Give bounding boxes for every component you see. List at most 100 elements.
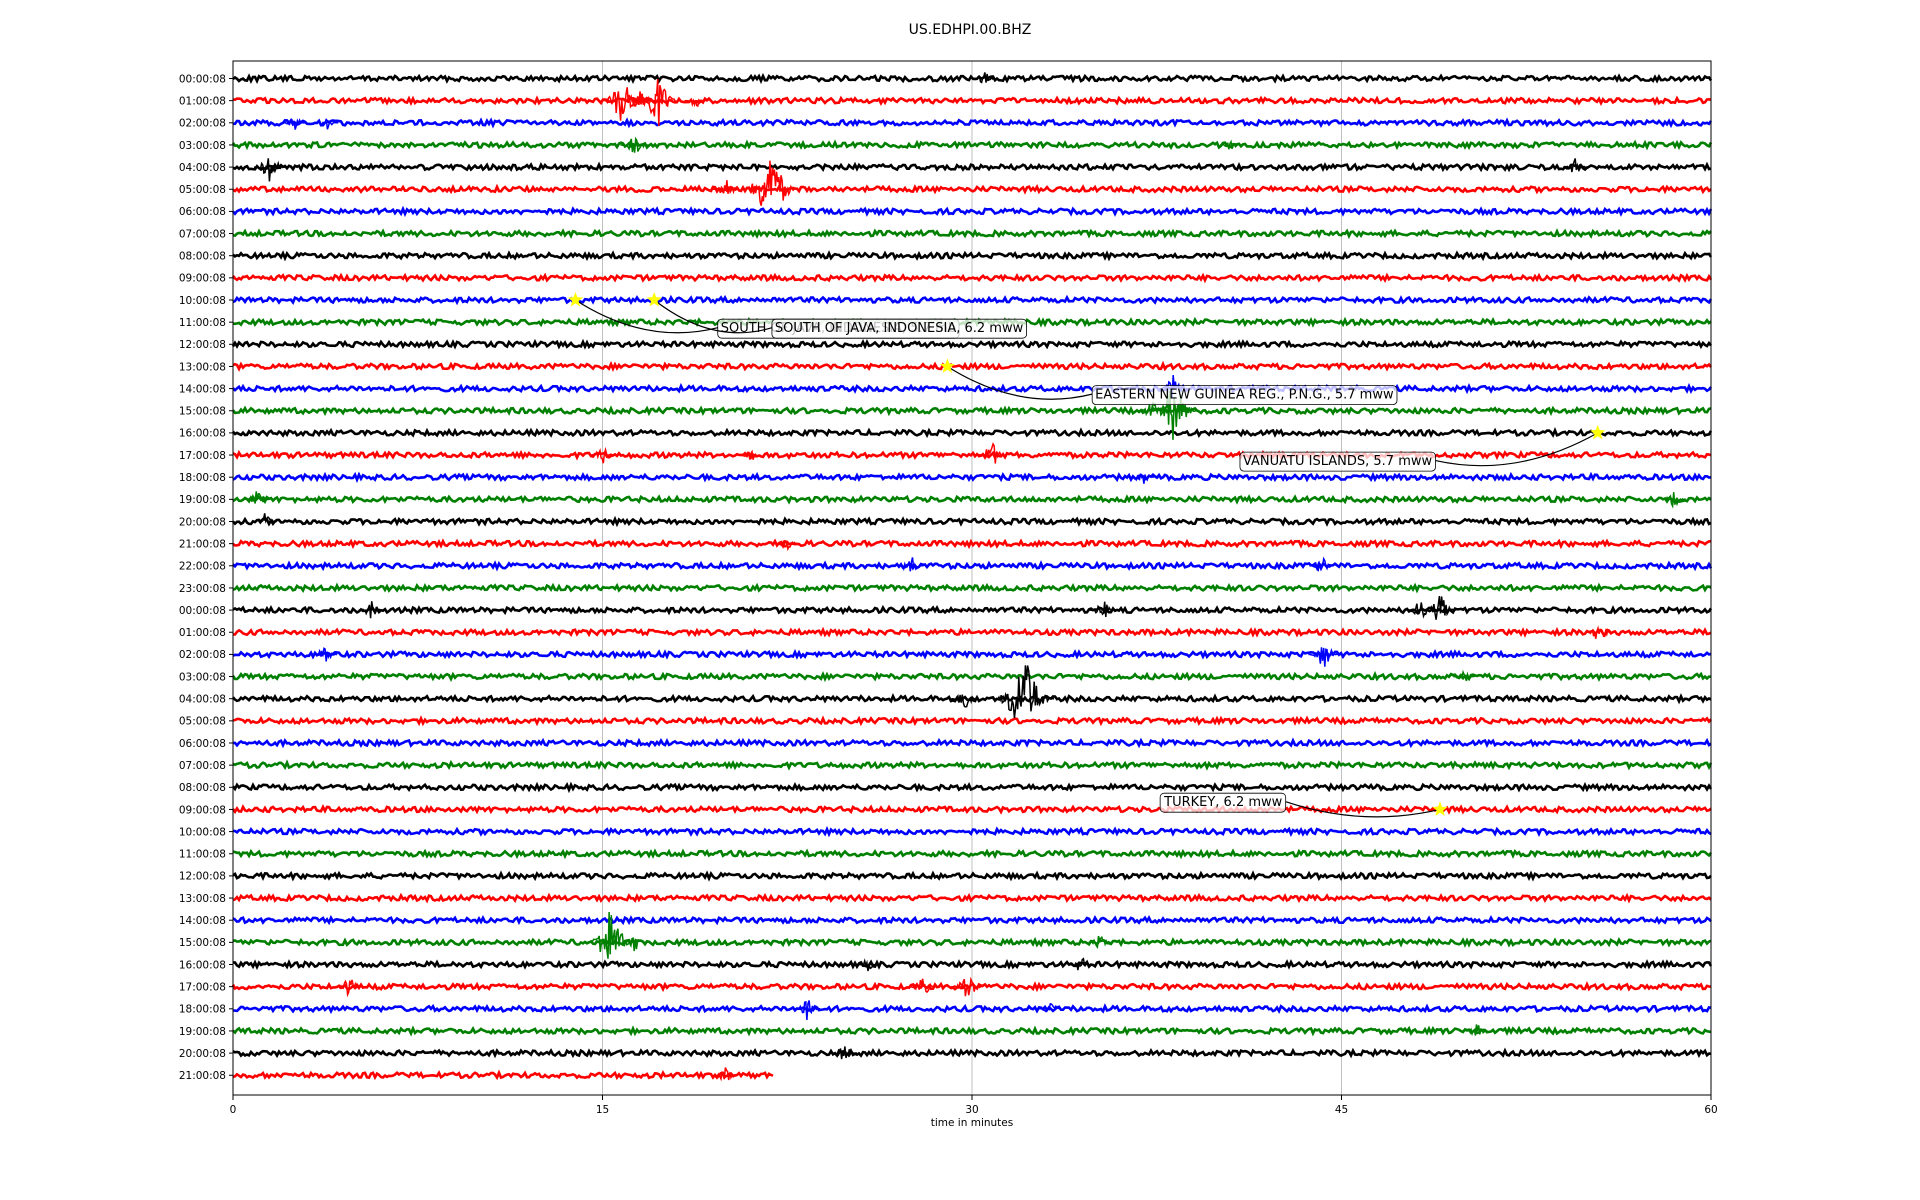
y-tick-label: 13:00:08 [179,361,226,373]
trace-row [232,1025,1712,1037]
y-tick-label: 06:00:08 [179,206,226,218]
event-label: VANUATU ISLANDS, 5.7 mww [1243,454,1433,469]
seismic-burst [1424,596,1456,620]
event-label-box [1091,385,1398,406]
event-connector [1435,432,1598,467]
x-tick-label: 0 [230,1104,237,1116]
trace-row [232,825,1712,838]
y-tick-label: 02:00:08 [179,649,226,661]
seismic-burst [623,91,656,107]
y-tick-label: 16:00:08 [179,428,226,440]
x-tick-label: 15 [596,1104,609,1116]
y-tick-label: 07:00:08 [179,228,226,240]
trace-row [231,272,1713,284]
event-star-icon [939,358,955,373]
event-connector [1285,801,1441,818]
seismic-burst [252,513,277,525]
y-tick-label: 01:00:08 [179,627,226,639]
y-tick-label: 20:00:08 [179,1048,226,1060]
y-tick-label: 19:00:08 [179,1026,226,1038]
trace-row [231,980,1712,993]
event-label: EASTERN NEW GUINEA REG., P.N.G., 5.7 mww [1095,388,1394,403]
x-axis-label: time in minutes [931,1117,1013,1129]
event-star-icon [1590,424,1606,440]
trace-row [232,183,1712,195]
x-tick-labels: 0 15 30 45 60 [230,1095,1718,1116]
y-tick-label: 01:00:08 [179,95,226,107]
y-tick-label: 19:00:08 [179,494,226,506]
event-label: SOUTH OF JAVA, INDONESIA, 6.2 mww [775,321,1024,336]
seismic-burst [1089,601,1116,617]
y-tick-label: 15:00:08 [179,937,226,949]
seismic-burst [622,937,647,952]
trace-row [231,781,1713,794]
y-tick-label: 05:00:08 [179,716,226,728]
y-tick-label: 03:00:08 [179,671,226,683]
y-tick-label: 02:00:08 [179,118,226,130]
trace-row [232,72,1713,85]
trace-row [232,205,1713,218]
trace-row [232,604,1713,616]
seismic-burst [741,160,798,206]
y-tick-label: 16:00:08 [179,959,226,971]
trace-row [232,515,1712,528]
seismic-burst [1308,647,1341,667]
seismic-burst [253,158,286,182]
trace-row [232,848,1713,860]
trace-row [231,803,1712,815]
seismic-burst [976,441,1007,464]
trace-row [232,936,1712,948]
y-tick-label: 03:00:08 [179,140,226,152]
y-tick-labels: 00:00:08 01:00:08 02:00:08 03:00:08 04:00:08… [179,73,233,1082]
chart-title: US.EDHPI.00.BHZ [909,22,1032,38]
y-tick-label: 09:00:08 [179,273,226,285]
trace-row [232,1003,1712,1015]
trace-row [232,494,1712,505]
y-tick-label: 18:00:08 [179,1004,226,1016]
y-tick-label: 21:00:08 [179,538,226,550]
y-tick-label: 12:00:08 [179,871,226,883]
y-tick-label: 23:00:08 [179,583,226,595]
x-tick-label: 45 [1335,1104,1348,1116]
seismic-burst [314,118,339,130]
event-star-icon [567,292,583,307]
trace-row [232,1047,1712,1059]
y-tick-label: 07:00:08 [179,760,226,772]
y-tick-label: 04:00:08 [179,694,226,706]
seismic-traces [231,72,1713,1082]
y-tick-label: 06:00:08 [179,738,226,750]
seismic-burst [738,449,761,460]
event-annotation: TURKEY, 6.2 mww [1159,792,1448,818]
y-tick-label: 10:00:08 [179,826,226,838]
y-tick-label: 15:00:08 [179,406,226,418]
y-tick-label: 00:00:08 [179,73,226,85]
seismic-burst [1563,158,1588,173]
y-tick-label: 13:00:08 [179,893,226,905]
seismic-burst [830,1046,858,1060]
trace-row [232,870,1712,882]
event-label-box [771,318,1027,339]
y-tick-label: 05:00:08 [179,184,226,196]
seismic-burst [992,665,1055,719]
seismic-burst [1129,473,1154,484]
seismic-burst [1586,625,1614,639]
seismic-burst [1220,139,1241,150]
seismic-burst [713,1067,738,1082]
trace-row [232,1069,774,1081]
trace-row [232,538,1712,550]
seismic-burst [620,136,648,153]
y-tick-label: 14:00:08 [179,383,226,395]
trace-row [232,582,1712,594]
event-label: TURKEY, 6.2 mww [1163,795,1283,810]
trace-row [232,737,1712,749]
y-tick-label: 21:00:08 [179,1070,226,1082]
event-annotation: EASTERN NEW GUINEA REG., P.N.G., 5.7 mww [939,358,1398,406]
trace-row [231,338,1713,350]
trace-row [232,360,1713,373]
seismic-burst [335,979,363,998]
seismic-burst [245,491,270,504]
trace-row [232,382,1713,395]
trace-row [232,715,1712,727]
seismic-burst [1465,1024,1488,1037]
seismic-burst [1149,390,1198,440]
